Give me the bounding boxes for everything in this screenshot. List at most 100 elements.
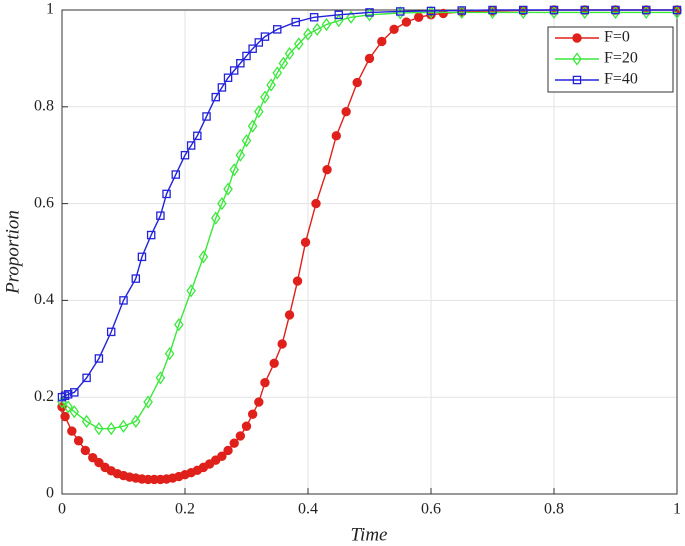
data-point [130, 414, 141, 429]
data-point [260, 32, 270, 41]
data-point [309, 13, 319, 22]
data-point [254, 397, 264, 407]
data-point [241, 421, 252, 431]
data-point [235, 431, 246, 441]
data-point [247, 409, 258, 419]
data-point [88, 453, 98, 463]
data-point [260, 90, 270, 104]
legend-marker [572, 75, 582, 85]
x-tick-label: 0.8 [544, 501, 564, 518]
data-point [672, 5, 682, 15]
data-point [70, 388, 79, 397]
data-point [94, 457, 104, 468]
data-point [457, 6, 466, 15]
data-point [143, 395, 153, 409]
data-point [217, 83, 227, 92]
legend-marker [572, 33, 582, 43]
data-point [254, 38, 264, 47]
data-point [146, 230, 156, 240]
data-point [156, 211, 165, 220]
data-point [223, 182, 233, 196]
data-point [277, 339, 287, 349]
data-point [303, 27, 313, 41]
x-tick-label: 0.2 [175, 501, 195, 518]
y-tick-label: 0.6 [34, 194, 54, 211]
data-point [346, 10, 356, 24]
data-point [642, 5, 651, 15]
data-point [174, 317, 184, 332]
data-point [193, 131, 202, 141]
data-point [94, 354, 104, 363]
data-point [488, 5, 497, 15]
y-tick-label: 0.2 [34, 388, 54, 405]
data-point [272, 66, 283, 80]
data-point [321, 17, 332, 32]
x-axis-title: Time [351, 524, 388, 545]
x-tick-label: 0 [58, 501, 66, 518]
data-point [519, 5, 528, 15]
data-point [312, 22, 323, 36]
data-point [401, 17, 412, 27]
data-point [131, 274, 141, 283]
data-point [63, 390, 73, 399]
data-point [180, 150, 190, 160]
y-axis-title: Proportion [2, 210, 23, 295]
data-point [217, 451, 227, 461]
data-point [293, 37, 304, 51]
data-point [94, 422, 104, 436]
data-point [377, 36, 387, 47]
data-point [137, 252, 147, 262]
data-point [331, 131, 341, 141]
data-point [235, 148, 246, 162]
data-point [426, 6, 436, 16]
data-point [389, 24, 399, 35]
data-point [82, 373, 91, 383]
data-point [198, 250, 209, 264]
data-point [67, 426, 77, 436]
data-point [241, 134, 252, 148]
data-point [229, 163, 240, 177]
data-point [414, 12, 424, 22]
data-point [334, 10, 343, 20]
data-point [202, 112, 211, 121]
x-tick-label: 0.4 [298, 501, 318, 518]
data-point [229, 66, 239, 75]
data-point [322, 165, 332, 175]
y-tick-label: 1 [46, 1, 54, 18]
y-tick-label: 0 [46, 485, 54, 502]
data-point [63, 400, 73, 414]
data-point [223, 445, 233, 456]
data-point [236, 58, 245, 68]
data-point [395, 7, 405, 16]
data-point [119, 296, 128, 305]
legend-label: F=0 [604, 29, 630, 46]
legend-marker [572, 52, 582, 66]
legend-label: F=20 [604, 50, 638, 67]
data-point [106, 327, 116, 337]
data-point [300, 237, 311, 248]
data-point [260, 377, 270, 388]
x-tick-label: 0.6 [421, 501, 441, 518]
data-point [247, 119, 258, 133]
data-point [186, 141, 196, 150]
data-point [611, 5, 620, 15]
data-point [229, 438, 239, 448]
data-point [80, 445, 91, 456]
data-point [272, 25, 282, 34]
data-point [549, 5, 559, 15]
data-point [211, 92, 220, 102]
data-point [162, 189, 171, 199]
data-point [155, 371, 166, 385]
data-point [284, 310, 295, 320]
data-point [118, 419, 129, 433]
data-point [248, 44, 257, 53]
data-point [253, 105, 264, 119]
data-point [269, 358, 279, 369]
data-point [60, 411, 70, 422]
data-point [284, 46, 295, 61]
y-tick-label: 0.8 [34, 97, 54, 114]
data-point [106, 422, 117, 436]
data-point [223, 73, 233, 83]
data-point [186, 284, 196, 298]
